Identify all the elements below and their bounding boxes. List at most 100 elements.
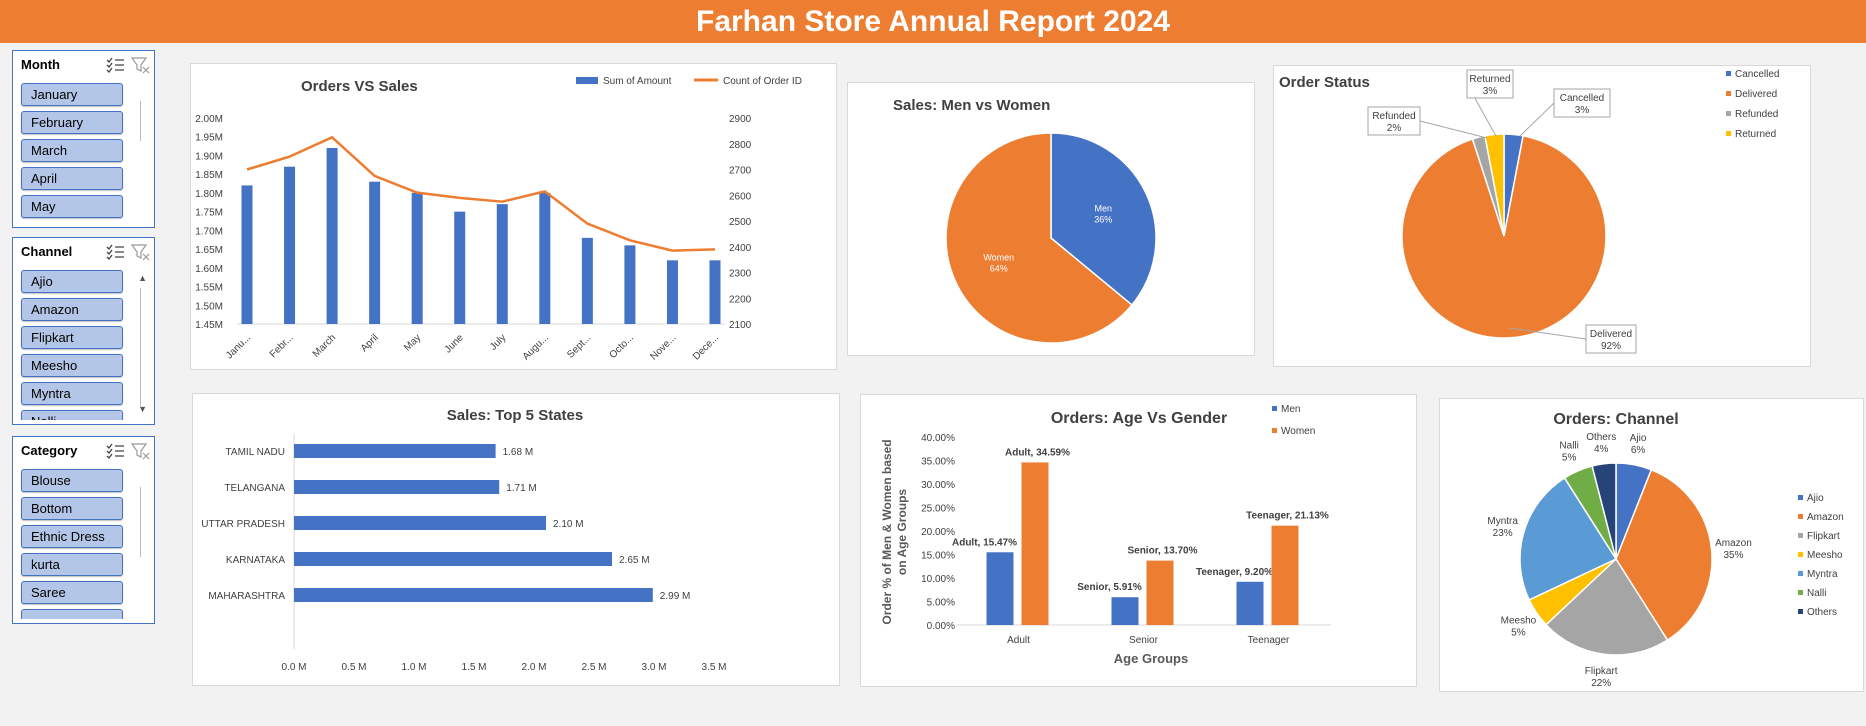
legend-swatch-women	[1272, 428, 1277, 433]
chart-title: Order Status	[1279, 74, 1370, 91]
y-tick-left: 1.60M	[195, 264, 223, 275]
slicer-month-title: Month	[21, 57, 60, 72]
x-tick-label: Adult	[1007, 635, 1030, 646]
bar-data-label: Teenager, 21.13%	[1246, 511, 1329, 522]
order-status-chart: Order StatusCancelled3%Returned3%Refunde…	[1279, 69, 1779, 354]
chart-title: Sales: Men vs Women	[893, 97, 1050, 114]
slicer-item-ajio[interactable]: Ajio	[21, 270, 123, 293]
x-tick-label: Augu...	[521, 332, 551, 362]
x-tick-label: March	[311, 332, 338, 359]
callout-leader	[1508, 327, 1587, 340]
y-tick-left: 1.85M	[195, 170, 223, 181]
slicer-scrollbar[interactable]	[140, 487, 148, 557]
x-tick-label: Teenager	[1248, 635, 1290, 646]
clear-filter-icon[interactable]	[131, 243, 151, 261]
scroll-down-icon[interactable]: ▼	[138, 404, 147, 414]
slicer-month: Month January February March April May	[12, 50, 155, 228]
pie-slice-amazon	[1615, 468, 1713, 642]
clear-filter-icon[interactable]	[131, 56, 151, 74]
slicer-item-saree[interactable]: Saree	[21, 581, 123, 604]
slicer-item-blouse[interactable]: Blouse	[21, 469, 123, 492]
scroll-up-icon[interactable]: ▲	[138, 273, 147, 283]
x-tick-label: 3.5 M	[701, 662, 726, 673]
callout-box	[1466, 69, 1514, 99]
slice-name: Ajio	[1630, 433, 1647, 444]
bar-sum-of-amount	[326, 147, 338, 324]
slicer-item-kurta[interactable]: kurta	[21, 553, 123, 576]
slice-name: Women	[983, 253, 1014, 263]
slicer-item-myntra[interactable]: Myntra	[21, 382, 123, 405]
slicer-item-may[interactable]: May	[21, 195, 123, 218]
bar-state-sales	[294, 552, 612, 566]
bar-data-label: 2.10 M	[553, 519, 584, 530]
chart-title: Orders VS Sales	[301, 78, 418, 95]
slice-percent: 35%	[1723, 550, 1743, 561]
slice-percent: 22%	[1591, 678, 1611, 689]
slicer-item-april[interactable]: April	[21, 167, 123, 190]
y-tick-left: 1.80M	[195, 189, 223, 200]
x-tick-label: Febr...	[268, 332, 296, 360]
clear-filter-icon[interactable]	[131, 442, 151, 460]
slicer-item-february[interactable]: February	[21, 111, 123, 134]
bar-sum-of-amount	[369, 181, 381, 324]
y-tick-label: 40.00%	[921, 433, 955, 444]
slicer-item-more[interactable]	[21, 609, 123, 619]
pie-slice-women	[945, 132, 1133, 344]
y-tick-right: 2100	[729, 320, 752, 331]
x-tick-label: Janu...	[224, 332, 253, 361]
x-tick-label: May	[402, 332, 423, 353]
slicer-scrollbar[interactable]	[140, 288, 148, 406]
line-count-of-order-id	[246, 136, 716, 252]
slicer-item-march[interactable]: March	[21, 139, 123, 162]
pie-slice-returned	[1484, 133, 1505, 237]
legend-label: Cancelled	[1735, 69, 1779, 80]
bar-data-label: 2.99 M	[660, 591, 691, 602]
y-tick-right: 2900	[729, 114, 752, 125]
state-label: TELANGANA	[224, 483, 285, 494]
slicer-channel-title: Channel	[21, 244, 73, 259]
bar-sum-of-amount	[539, 192, 551, 324]
legend-label: Flipkart	[1807, 531, 1840, 542]
slicer-item-amazon[interactable]: Amazon	[21, 298, 123, 321]
slicer-item-meesho[interactable]: Meesho	[21, 354, 123, 377]
y-tick-label: 30.00%	[921, 480, 955, 491]
slicer-item-january[interactable]: January	[21, 83, 123, 106]
y-tick-right: 2500	[729, 217, 752, 228]
slicer-item-flipkart[interactable]: Flipkart	[21, 326, 123, 349]
slicer-item-bottom[interactable]: Bottom	[21, 497, 123, 520]
slicer-scrollbar[interactable]	[140, 101, 148, 141]
bar-data-label: Senior, 5.91%	[1077, 582, 1142, 593]
state-label: UTTAR PRADESH	[201, 519, 285, 530]
y-tick-label: 10.00%	[921, 574, 955, 585]
bar-sum-of-amount	[454, 211, 466, 324]
bar-data-label: Adult, 34.59%	[1005, 447, 1070, 458]
legend-swatch	[1798, 609, 1803, 614]
x-tick-label: April	[359, 332, 381, 354]
slicer-item-nalli[interactable]: Nalli	[21, 410, 123, 420]
panel-orders-vs-sales: Orders VS Sales Sum of Amount Count of Ord…	[190, 63, 837, 370]
callout-name: Cancelled	[1560, 93, 1604, 104]
legend-label-amount: Sum of Amount	[603, 76, 672, 87]
x-tick-label: 2.5 M	[581, 662, 606, 673]
x-tick-label: July	[488, 332, 508, 352]
slicer-item-ethnic-dress[interactable]: Ethnic Dress	[21, 525, 123, 548]
orders-channel-chart: Orders: ChannelAjio6%AjioAmazon35%Amazon…	[1487, 411, 1843, 689]
legend-label: Others	[1807, 607, 1837, 618]
y-tick-left: 1.95M	[195, 133, 223, 144]
callout-box	[1367, 106, 1421, 136]
y-tick-left: 1.45M	[195, 320, 223, 331]
multi-select-icon[interactable]	[105, 56, 125, 74]
slicer-channel-list: Ajio Amazon Flipkart Meesho Myntra Nalli	[13, 268, 143, 420]
x-tick-label: 0.0 M	[281, 662, 306, 673]
legend-label: Nalli	[1807, 588, 1826, 599]
state-label: MAHARASHTRA	[208, 591, 285, 602]
y-tick-label: 0.00%	[927, 621, 955, 632]
bar-men	[1111, 597, 1139, 625]
multi-select-icon[interactable]	[105, 243, 125, 261]
slice-name: Nalli	[1559, 441, 1578, 452]
bar-sum-of-amount	[284, 166, 296, 324]
bar-data-label: 2.65 M	[619, 555, 650, 566]
callout-percent: 2%	[1387, 123, 1402, 134]
multi-select-icon[interactable]	[105, 442, 125, 460]
